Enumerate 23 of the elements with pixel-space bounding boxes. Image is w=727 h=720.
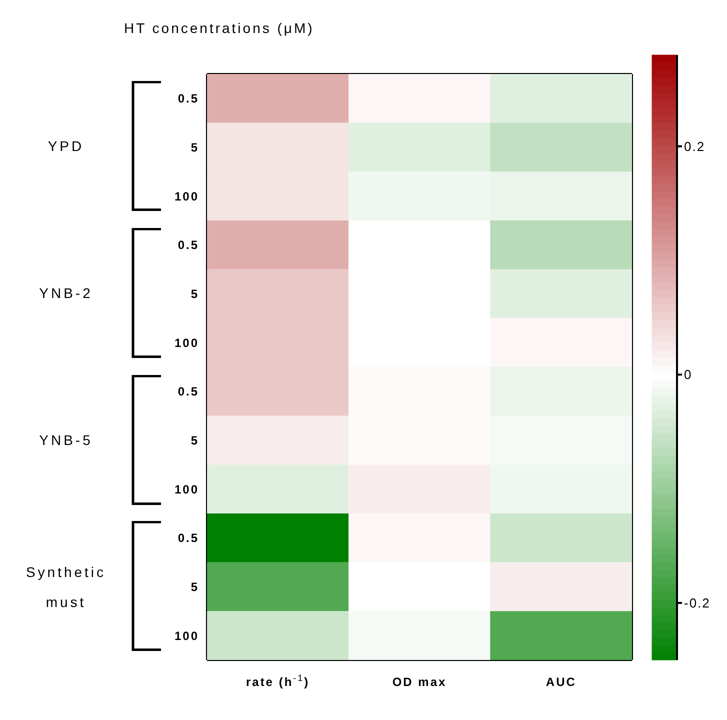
y-tick-label: 100 — [174, 482, 199, 496]
y-tick-label: 100 — [174, 189, 199, 204]
text: Synthetic must — [24, 562, 108, 612]
x-tick-label: rate (h$^{-1}$) — [246, 673, 310, 689]
y-tick-label: 5 — [190, 287, 199, 302]
text: YPD — [46, 137, 86, 156]
color-bar-label: 0.2 — [684, 138, 706, 154]
color-bar-label: 0 — [684, 367, 692, 382]
y-tick-label: 0.5 — [178, 531, 199, 546]
y-tick-label: 5 — [190, 140, 199, 155]
y-tick-label: 5 — [190, 434, 199, 448]
y-tick-label: 100 — [174, 336, 199, 350]
y-tick-label: 0.5 — [178, 384, 199, 399]
x-tick-label: OD max — [392, 675, 447, 689]
y-tick-label: 0.5 — [178, 238, 199, 252]
color-bar-label: -0.2 — [684, 596, 710, 611]
text: YNB-5 — [38, 430, 94, 450]
y-tick-label: 0.5 — [178, 92, 199, 106]
x-tick-label: AUC — [546, 675, 576, 689]
y-tick-label: 100 — [174, 628, 199, 643]
y-tick-label: 5 — [190, 580, 199, 594]
text: YNB-2 — [38, 284, 94, 304]
y-axis-title: HT concentrations (μM) — [124, 20, 314, 36]
